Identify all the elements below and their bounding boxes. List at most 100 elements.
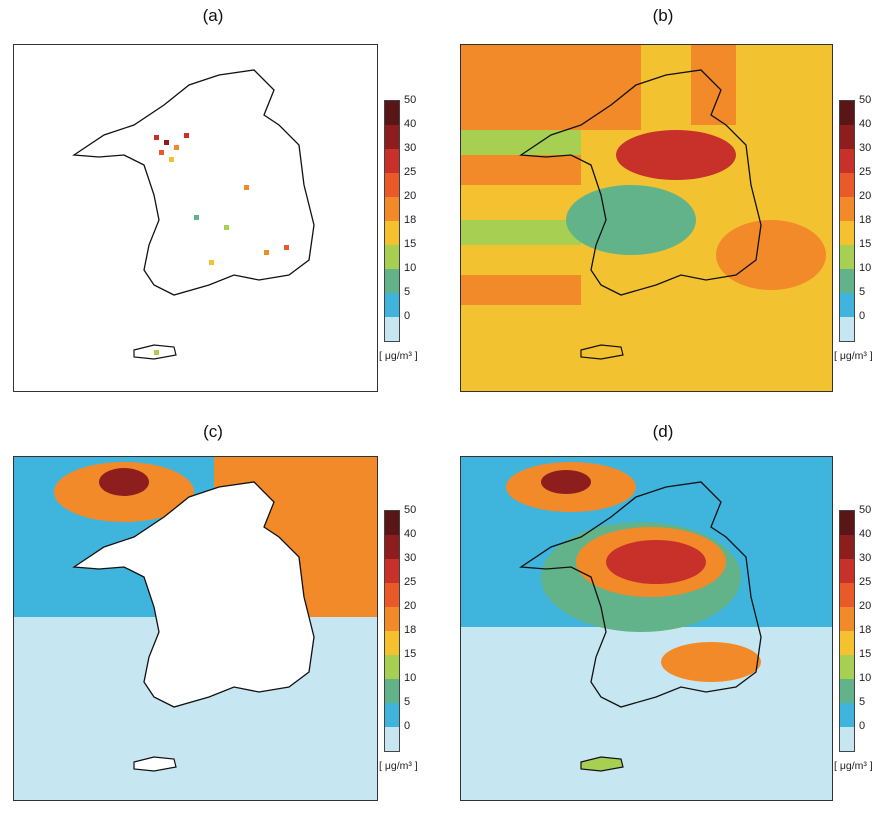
- colorbar-segment: [385, 245, 399, 269]
- colorbar-segment: [385, 149, 399, 173]
- colorbar-segment: [385, 293, 399, 317]
- colorbar-tick-label: 5: [859, 286, 866, 298]
- colorbar-segment: [385, 607, 399, 631]
- colorbar-segment: [385, 125, 399, 149]
- colorbar-tick-label: 25: [859, 576, 872, 588]
- colorbar-segment: [840, 125, 854, 149]
- colorbar-tick-label: 30: [404, 142, 417, 154]
- colorbar-segment: [840, 269, 854, 293]
- colorbar-segment: [840, 173, 854, 197]
- peninsula-outline: [519, 481, 762, 708]
- peninsula-outline: [519, 69, 762, 296]
- panel-label-d: (d): [652, 422, 674, 441]
- colorbar-tick-label: 5: [404, 286, 411, 298]
- colorbar-tick-label: 40: [404, 528, 417, 540]
- colorbar-c: [384, 510, 400, 752]
- colorbar-segment: [385, 727, 399, 751]
- jeju-island: [133, 344, 177, 360]
- colorbar-tick-label: 0: [404, 310, 411, 322]
- colorbar-segment: [385, 269, 399, 293]
- colorbar-segment: [385, 101, 399, 125]
- colorbar-segment: [840, 245, 854, 269]
- map-b-svg: [461, 45, 826, 360]
- colorbar-tick-label: 25: [859, 166, 872, 178]
- colorbar-segment: [840, 607, 854, 631]
- panel-label-c: (c): [203, 422, 223, 441]
- colorbar-segment: [385, 655, 399, 679]
- jeju-island: [133, 756, 177, 772]
- peninsula-outline: [72, 69, 315, 296]
- colorbar-tick-label: 5: [859, 696, 866, 708]
- colorbar-tick-label: 50: [404, 94, 417, 106]
- colorbar-segment: [840, 703, 854, 727]
- map-c-svg: [14, 457, 377, 772]
- colorbar-tick-label: 15: [404, 648, 417, 660]
- colorbar-unit: [ μg/m³ ]: [834, 350, 873, 362]
- colorbar-tick-label: 18: [404, 214, 417, 226]
- colorbar-segment: [840, 727, 854, 751]
- colorbar-unit: [ μg/m³ ]: [379, 350, 418, 362]
- colorbar-tick-label: 50: [404, 504, 417, 516]
- site-markers: [154, 133, 289, 355]
- colorbar-segment: [385, 511, 399, 535]
- colorbar-tick-label: 25: [404, 166, 417, 178]
- colorbar-d: [839, 510, 855, 752]
- panel-label-a: (a): [202, 6, 224, 25]
- colorbar-tick-label: 20: [404, 600, 417, 612]
- colorbar-b: [839, 100, 855, 342]
- colorbar-tick-label: 15: [859, 648, 872, 660]
- colorbar-segment: [840, 679, 854, 703]
- colorbar-tick-label: 18: [404, 624, 417, 636]
- colorbar-a: [384, 100, 400, 342]
- colorbar-segment: [840, 149, 854, 173]
- colorbar-tick-label: 20: [859, 190, 872, 202]
- colorbar-tick-label: 10: [859, 672, 872, 684]
- colorbar-tick-label: 18: [859, 624, 872, 636]
- colorbar-segment: [385, 631, 399, 655]
- colorbar-segment: [385, 679, 399, 703]
- colorbar-segment: [385, 173, 399, 197]
- colorbar-tick-label: 10: [859, 262, 872, 274]
- jeju-island: [580, 344, 624, 360]
- colorbar-segment: [840, 293, 854, 317]
- colorbar-segment: [840, 101, 854, 125]
- colorbar-tick-label: 40: [859, 528, 872, 540]
- colorbar-tick-label: 0: [404, 720, 411, 732]
- colorbar-tick-label: 25: [404, 576, 417, 588]
- map-d-svg: [461, 462, 832, 800]
- colorbar-tick-label: 18: [859, 214, 872, 226]
- map-panel-b: [460, 44, 833, 392]
- colorbar-tick-label: 0: [859, 720, 866, 732]
- colorbar-segment: [385, 703, 399, 727]
- colorbar-tick-label: 40: [859, 118, 872, 130]
- colorbar-tick-label: 0: [859, 310, 866, 322]
- colorbar-segment: [385, 535, 399, 559]
- colorbar-segment: [840, 221, 854, 245]
- colorbar-tick-label: 30: [859, 552, 872, 564]
- colorbar-segment: [840, 511, 854, 535]
- panel-label-b: (b): [652, 6, 674, 25]
- colorbar-tick-label: 15: [859, 238, 872, 250]
- colorbar-segment: [840, 631, 854, 655]
- colorbar-segment: [840, 655, 854, 679]
- colorbar-tick-label: 10: [404, 672, 417, 684]
- map-panel-a: [13, 44, 378, 392]
- colorbar-tick-label: 10: [404, 262, 417, 274]
- colorbar-segment: [840, 583, 854, 607]
- colorbar-tick-label: 30: [859, 142, 872, 154]
- colorbar-tick-label: 20: [404, 190, 417, 202]
- colorbar-segment: [840, 559, 854, 583]
- colorbar-segment: [840, 197, 854, 221]
- colorbar-segment: [385, 559, 399, 583]
- colorbar-tick-label: 50: [859, 94, 872, 106]
- colorbar-segment: [385, 197, 399, 221]
- map-panel-c: [13, 456, 378, 801]
- jeju-island: [580, 756, 624, 772]
- map-a-svg: [72, 69, 315, 360]
- land-area: [72, 481, 315, 708]
- colorbar-segment: [840, 317, 854, 341]
- colorbar-tick-label: 5: [404, 696, 411, 708]
- colorbar-tick-label: 20: [859, 600, 872, 612]
- colorbar-segment: [385, 221, 399, 245]
- colorbar-segment: [385, 583, 399, 607]
